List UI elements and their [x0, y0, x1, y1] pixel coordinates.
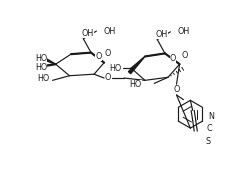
Text: O: O [173, 85, 180, 94]
Polygon shape [40, 56, 56, 64]
Text: OH: OH [103, 27, 116, 35]
Text: C: C [207, 124, 212, 132]
Text: O: O [170, 54, 176, 63]
Text: O: O [105, 49, 111, 58]
Text: O: O [173, 85, 180, 94]
Text: O: O [105, 74, 111, 82]
Text: HO: HO [37, 74, 50, 83]
Text: HO: HO [35, 54, 47, 63]
Text: O: O [95, 52, 102, 61]
Text: OH: OH [156, 30, 168, 39]
Text: O: O [105, 73, 111, 82]
Text: O: O [182, 51, 188, 60]
Text: N: N [208, 112, 214, 121]
Text: HO: HO [109, 64, 121, 73]
Text: HO: HO [130, 80, 142, 89]
Polygon shape [129, 56, 145, 74]
Text: HO: HO [35, 63, 47, 72]
Text: S: S [205, 137, 210, 146]
Text: OH: OH [82, 29, 94, 38]
Text: OH: OH [177, 27, 190, 36]
